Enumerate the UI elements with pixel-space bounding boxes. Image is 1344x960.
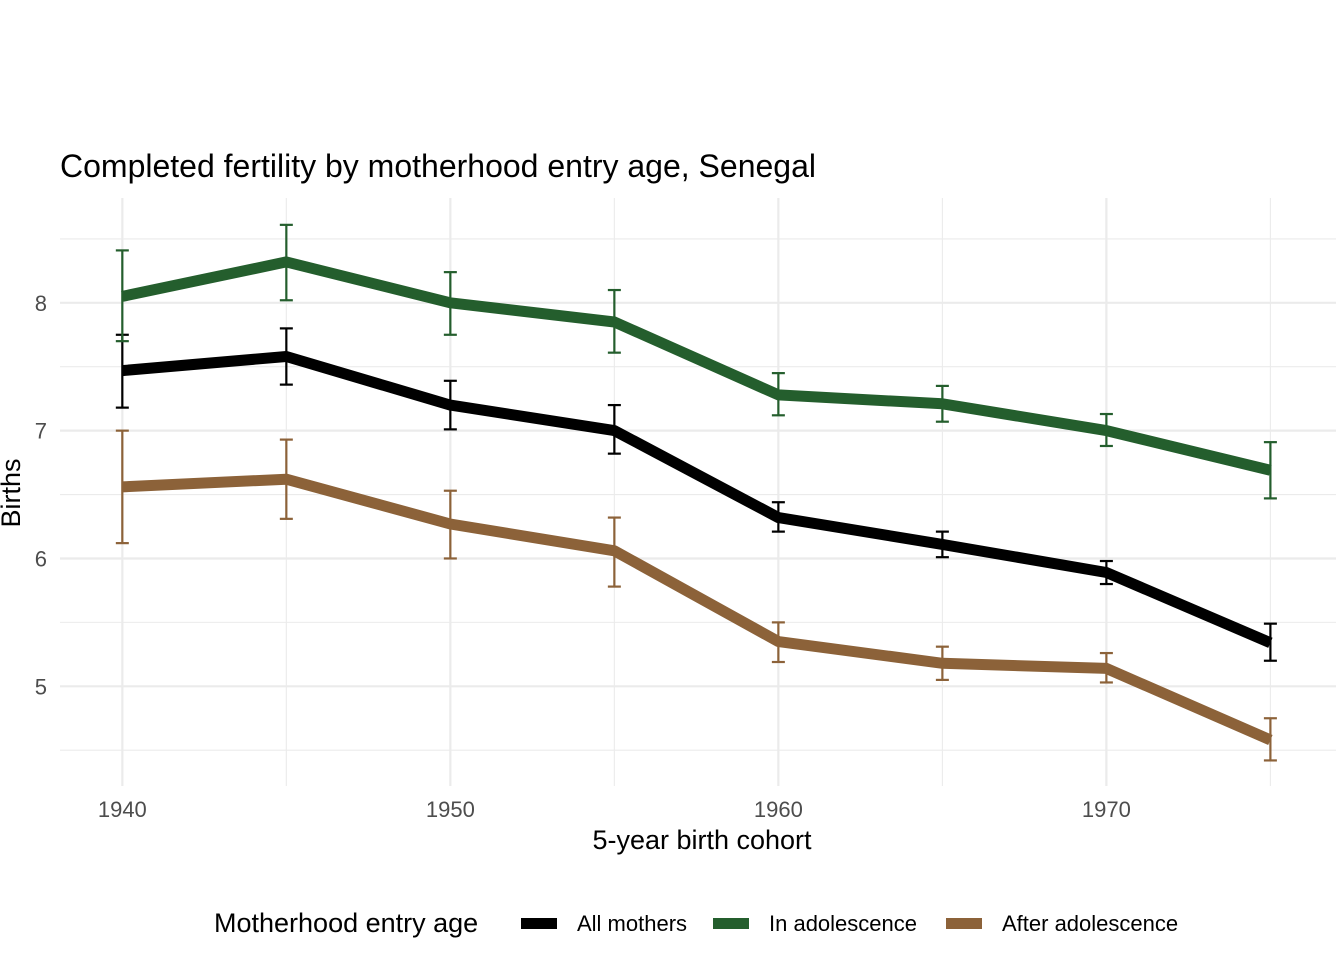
y-tick-label: 6 xyxy=(35,546,47,571)
y-tick-label: 8 xyxy=(35,291,47,316)
series-line-after-adolescence xyxy=(122,473,1273,746)
x-axis-title: 5-year birth cohort xyxy=(592,825,812,855)
legend-label: After adolescence xyxy=(1002,911,1178,936)
x-tick-label: 1970 xyxy=(1082,797,1131,822)
legend-label: All mothers xyxy=(577,911,687,936)
x-tick-label: 1950 xyxy=(426,797,475,822)
series-line-in-adolescence xyxy=(121,256,1272,476)
y-axis-title: Births xyxy=(0,458,26,527)
x-tick-label: 1940 xyxy=(98,797,147,822)
legend-item-all-mothers: All mothers xyxy=(521,911,687,936)
legend-swatch xyxy=(521,918,557,929)
legend-title: Motherhood entry age xyxy=(214,908,478,938)
y-axis-ticks: 5 6 7 8 xyxy=(35,291,47,699)
grid xyxy=(60,198,1336,786)
legend-swatch xyxy=(946,918,982,929)
chart-title: Completed fertility by motherhood entry … xyxy=(60,148,816,184)
legend-item-in-adolescence: In adolescence xyxy=(713,911,917,936)
legend-item-after-adolescence: After adolescence xyxy=(946,911,1178,936)
legend-label: In adolescence xyxy=(769,911,917,936)
series-line-all-mothers xyxy=(121,351,1273,648)
legend-swatch xyxy=(713,918,749,929)
y-tick-label: 5 xyxy=(35,674,47,699)
x-axis-ticks: 1940 1950 1960 1970 xyxy=(98,797,1131,822)
legend: Motherhood entry age All mothers In adole… xyxy=(214,908,1178,938)
x-tick-label: 1960 xyxy=(754,797,803,822)
y-tick-label: 7 xyxy=(35,419,47,444)
error-bars xyxy=(115,223,1277,762)
series-lines xyxy=(121,256,1273,746)
